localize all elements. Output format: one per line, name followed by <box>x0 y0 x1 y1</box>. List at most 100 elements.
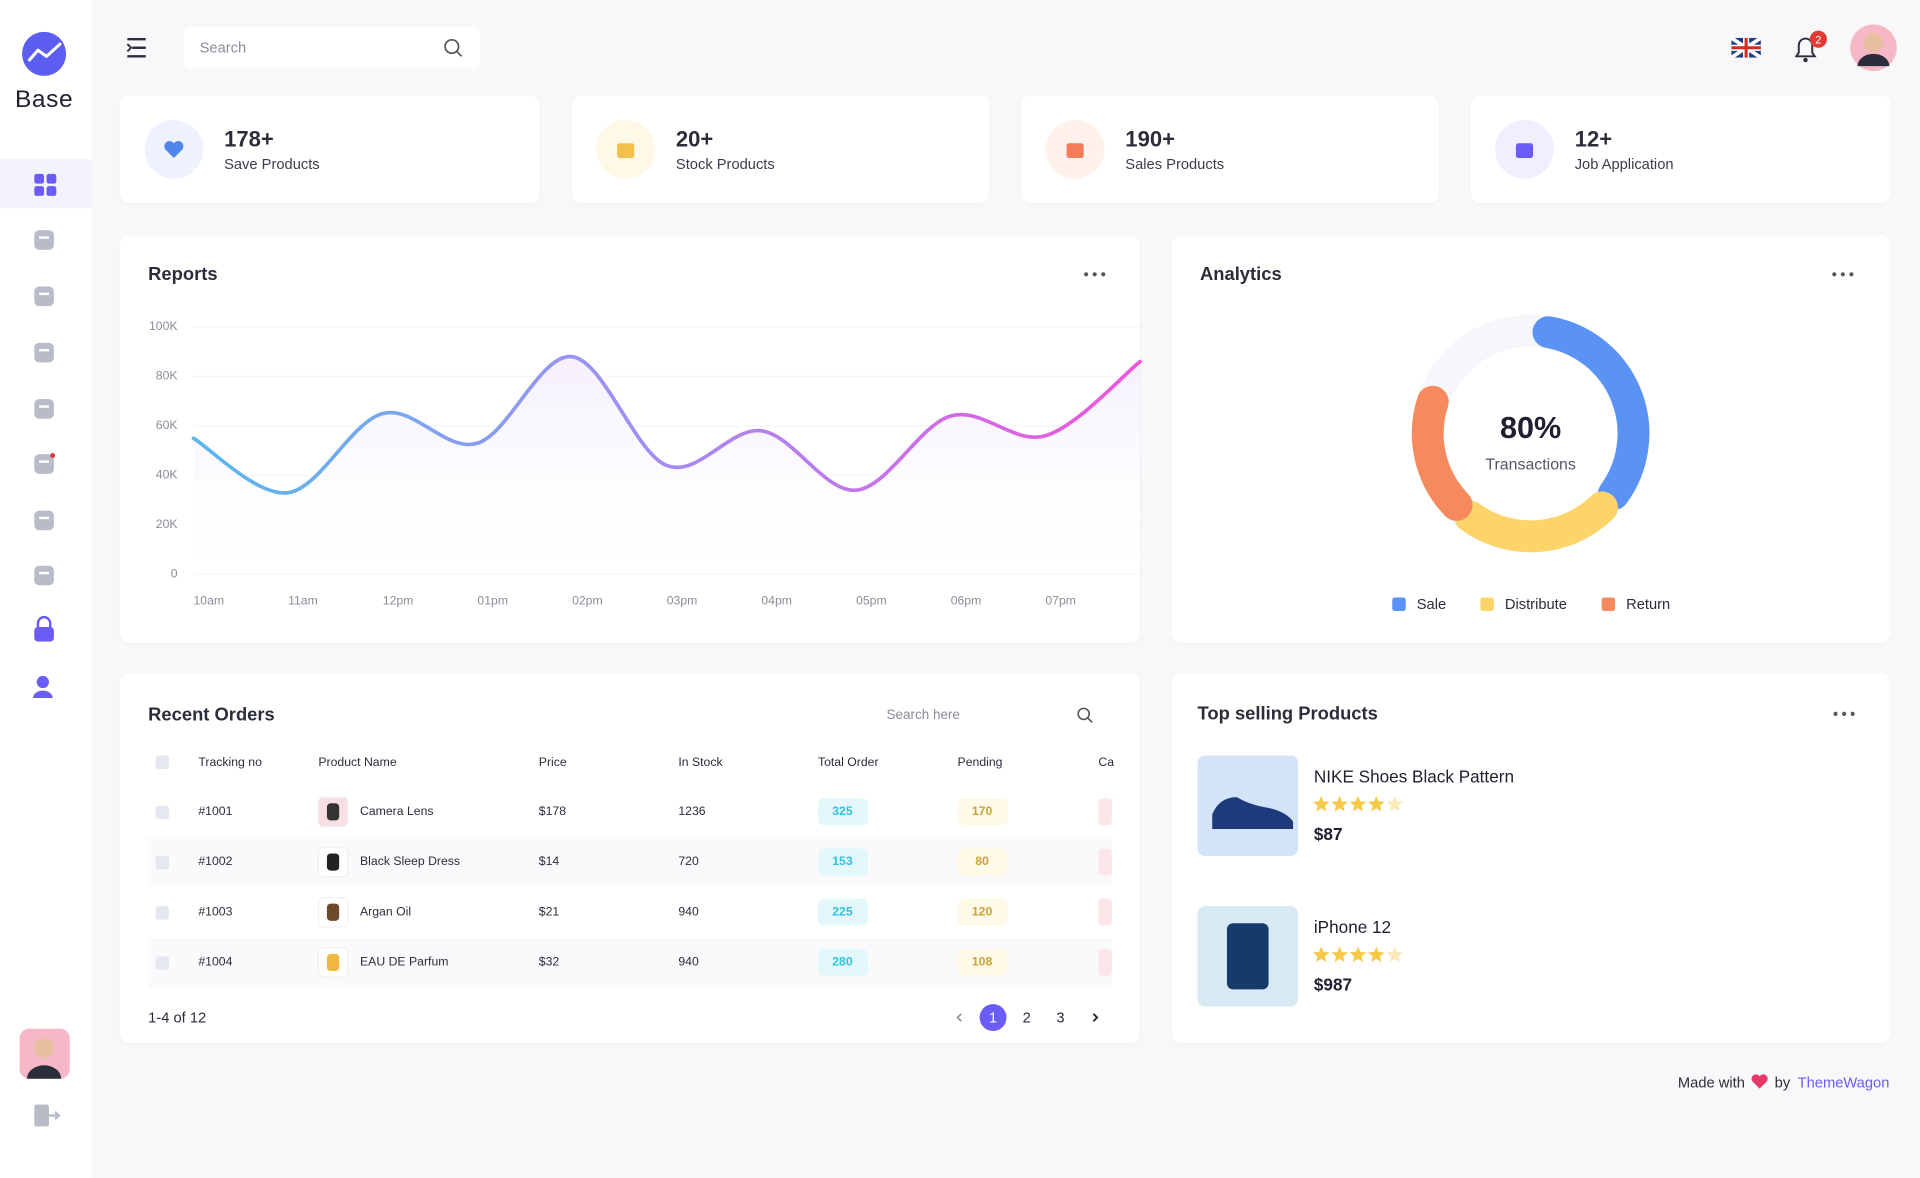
nav-icon <box>34 399 54 419</box>
x-tick-label: 01pm <box>477 593 508 607</box>
checkbox[interactable] <box>155 855 169 870</box>
column-header: Ca <box>1098 756 1115 770</box>
cell: 325 <box>832 805 853 819</box>
row-bg <box>148 837 1112 887</box>
rating <box>1313 795 1403 812</box>
page-number[interactable]: 3 <box>1056 1008 1065 1027</box>
footer-text: Made with <box>1677 1073 1745 1092</box>
more-menu[interactable] <box>1084 272 1089 277</box>
checkbox[interactable] <box>155 805 169 820</box>
pending-pill <box>957 948 1008 976</box>
star <box>1313 946 1330 963</box>
table-search-placeholder[interactable]: Search here <box>886 707 960 723</box>
more-menu[interactable] <box>1840 272 1845 277</box>
rating <box>1313 946 1403 963</box>
cell: Black Sleep Dress <box>360 855 461 869</box>
checkbox[interactable] <box>155 956 169 970</box>
avatar-body <box>26 1065 62 1079</box>
stat-label: Save Products <box>224 155 320 173</box>
page-prev[interactable] <box>956 1013 962 1022</box>
donut-segment <box>1411 385 1473 521</box>
logo-mark <box>27 42 62 62</box>
stat-value: 190+ <box>1125 126 1175 152</box>
x-tick-label: 04pm <box>761 593 792 607</box>
status-pill-clipped <box>1098 848 1112 876</box>
footer-heart <box>1751 1074 1768 1089</box>
star <box>1349 946 1367 963</box>
nav-icon <box>34 286 54 307</box>
donut-segment <box>1454 491 1618 553</box>
nav-icon <box>34 342 54 363</box>
more-menu[interactable] <box>1849 272 1854 277</box>
cell: #1004 <box>198 955 233 970</box>
cell: #1003 <box>198 905 233 919</box>
total-pill <box>817 848 869 876</box>
nav-icon-detail <box>39 292 49 296</box>
search-box[interactable] <box>183 26 481 69</box>
search-placeholder[interactable]: Search <box>199 39 247 57</box>
stat-value: 178+ <box>224 126 274 152</box>
more-menu[interactable] <box>1832 272 1837 277</box>
page-number[interactable]: 1 <box>988 1008 998 1027</box>
cell: Argan Oil <box>360 905 412 919</box>
page-number[interactable]: 2 <box>1022 1008 1031 1027</box>
nav-icon-dashboard[interactable] <box>34 186 45 196</box>
x-tick-label: 02pm <box>572 593 603 607</box>
pending-pill <box>957 898 1008 926</box>
checkbox[interactable] <box>155 755 169 769</box>
star <box>1368 795 1385 812</box>
y-tick-label: 40K <box>156 468 179 482</box>
legend-swatch <box>1480 597 1494 612</box>
column-header: Pending <box>957 756 1003 770</box>
bell[interactable] <box>1794 37 1817 58</box>
stat-label: Job Application <box>1574 155 1674 173</box>
notification-count: 2 <box>1815 34 1821 46</box>
search-icon <box>444 38 460 55</box>
cell: 720 <box>678 855 699 869</box>
page-next[interactable] <box>1092 1013 1099 1022</box>
star <box>1386 795 1403 812</box>
nav-icon-user <box>36 675 49 689</box>
nav-icon-dashboard[interactable] <box>46 173 57 184</box>
y-tick-label: 80K <box>156 369 179 383</box>
stat-icon <box>617 143 635 158</box>
cell: 108 <box>971 955 993 970</box>
x-tick-label: 10am <box>193 593 224 607</box>
logout-icon[interactable] <box>34 1104 49 1127</box>
y-tick-label: 60K <box>156 418 179 432</box>
notification-badge <box>1809 30 1827 48</box>
nav-icon-detail <box>39 236 49 239</box>
x-tick-label: 07pm <box>1045 593 1076 607</box>
donut-center-value: 80% <box>1500 411 1561 445</box>
stat-label: Stock Products <box>675 155 775 173</box>
footer-text: by <box>1774 1073 1791 1092</box>
stat-label: Sales Products <box>1125 155 1225 173</box>
cell: #1002 <box>198 855 233 869</box>
area <box>193 356 1141 575</box>
star <box>1386 946 1403 963</box>
stat-icon <box>1066 143 1084 158</box>
legend-label: Distribute <box>1505 597 1567 613</box>
product-price: $87 <box>1313 824 1343 844</box>
more-menu[interactable] <box>1833 711 1838 716</box>
legend-label: Sale <box>1417 597 1446 613</box>
status-pill-clipped <box>1098 798 1112 826</box>
more-menu[interactable] <box>1850 711 1855 716</box>
nav-icon-dashboard[interactable] <box>34 173 45 184</box>
star <box>1313 795 1330 812</box>
more-menu[interactable] <box>1842 711 1847 716</box>
nav-icon-detail <box>39 348 49 352</box>
cell: #1001 <box>198 805 233 819</box>
star <box>1331 946 1348 963</box>
checkbox[interactable] <box>155 906 169 920</box>
more-menu[interactable] <box>1101 272 1106 277</box>
section-title: Recent Orders <box>148 704 275 726</box>
nav-icon-dashboard[interactable] <box>46 186 57 196</box>
x-tick-label: 12pm <box>383 593 414 607</box>
star <box>1368 946 1385 963</box>
footer-brand[interactable]: ThemeWagon <box>1797 1073 1890 1092</box>
nav-icon-lock-shackle <box>36 615 52 629</box>
table-search-icon <box>1077 707 1090 721</box>
more-menu[interactable] <box>1092 272 1097 277</box>
